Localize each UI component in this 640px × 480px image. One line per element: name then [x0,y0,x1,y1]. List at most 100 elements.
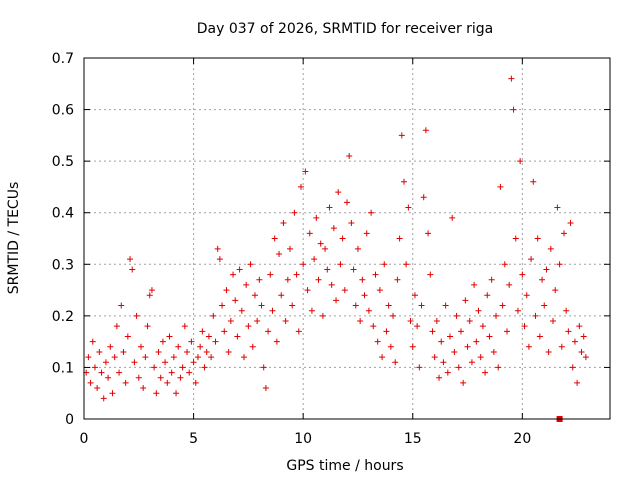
data-point [124,333,131,340]
plot-frame [83,57,611,420]
data-point [273,338,280,345]
y-tick-label: 0.1 [52,360,74,376]
y-tick-label: 0.2 [52,309,74,325]
data-point [293,271,300,278]
data-point [256,276,263,283]
data-point [350,266,357,273]
data-point [359,276,366,283]
data-point [194,354,201,361]
data-point [148,287,155,294]
data-point [442,302,449,309]
data-point [357,318,364,325]
data-point [212,338,219,345]
data-point [326,204,333,211]
data-point [506,281,513,288]
data-point [287,245,294,252]
data-point [348,220,355,227]
data-point [111,354,118,361]
data-point [251,292,258,299]
data-point [514,307,521,314]
data-point [466,318,473,325]
data-point [429,328,436,335]
data-point [497,183,504,190]
data-point [567,220,574,227]
data-point [519,271,526,278]
data-point [431,354,438,361]
data-point [168,369,175,376]
data-point [453,312,460,319]
data-point [144,323,151,330]
data-point [552,287,559,294]
data-point [451,348,458,355]
data-point [471,281,478,288]
data-point [381,261,388,268]
data-point [390,312,397,319]
data-point [234,333,241,340]
data-points [83,75,589,422]
data-point [333,297,340,304]
data-point [324,266,331,273]
data-point [447,333,454,340]
grid-lines [84,58,610,419]
data-point [574,379,581,386]
data-point [100,395,107,402]
data-point [98,369,105,376]
data-point [151,364,158,371]
data-point [464,343,471,350]
data-point [159,338,166,345]
data-point [525,343,532,350]
data-point [512,235,519,242]
data-point [403,261,410,268]
data-point [177,374,184,381]
data-point [376,287,383,294]
data-point [547,245,554,252]
data-point [455,364,462,371]
data-point [297,183,304,190]
data-point [278,292,285,299]
data-point [254,318,261,325]
data-point [392,359,399,366]
data-point [528,256,535,263]
data-point [416,364,423,371]
data-point [534,235,541,242]
data-point [129,266,136,273]
data-point [510,106,517,113]
data-point [243,281,250,288]
data-point [554,204,561,211]
data-point [240,354,247,361]
data-point [330,225,337,232]
data-point [308,307,315,314]
data-point [203,348,210,355]
data-point [372,271,379,278]
data-point [201,364,208,371]
data-point [173,390,180,397]
data-point [162,359,169,366]
data-point [563,307,570,314]
data-point [368,209,375,216]
x-tick-label: 15 [404,431,422,447]
data-point [337,261,344,268]
data-point [409,343,416,350]
data-point [284,276,291,283]
data-point [582,354,589,361]
data-point [188,338,195,345]
data-point [530,178,537,185]
data-point [363,230,370,237]
data-point [370,323,377,330]
data-point [313,214,320,221]
data-point [328,281,335,288]
data-point [545,348,552,355]
data-point [96,348,103,355]
data-point [571,338,578,345]
data-point [457,328,464,335]
data-point [311,256,318,263]
data-point [477,354,484,361]
data-point [295,328,302,335]
data-point [440,359,447,366]
data-point [221,328,228,335]
data-point [569,364,576,371]
y-tick-label: 0.6 [52,103,74,119]
x-tick-label: 5 [189,431,198,447]
data-point [280,220,287,227]
data-point [127,256,134,263]
